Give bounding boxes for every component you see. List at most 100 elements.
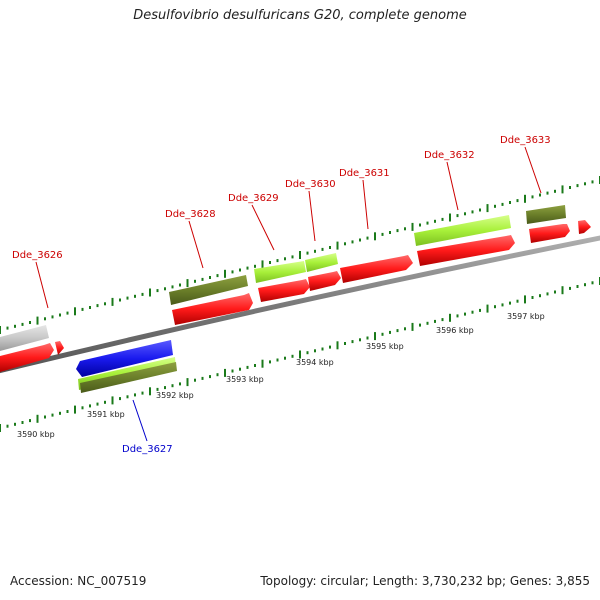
tick-minor — [471, 310, 474, 314]
gene-label-dde-3631[interactable]: Dde_3631 — [339, 168, 390, 179]
tick-minor — [104, 400, 106, 404]
tick-minor — [284, 356, 286, 360]
feature-track-outer — [0, 205, 566, 351]
gene-label-dde-3626[interactable]: Dde_3626 — [12, 250, 63, 261]
tick-minor — [359, 338, 361, 342]
tick-label: 3590 kbp — [17, 430, 55, 439]
tick-minor — [546, 191, 549, 195]
tick-minor — [516, 299, 519, 303]
tick-minor — [6, 424, 9, 428]
tick-minor — [509, 201, 511, 204]
tick-minor — [351, 340, 354, 344]
gene-label-dde-3632[interactable]: Dde_3632 — [424, 150, 475, 161]
gene-arrow-dde-3632[interactable] — [417, 235, 515, 266]
tick-label: 3593 kbp — [226, 375, 264, 384]
tick-major — [486, 304, 489, 313]
gene-label-dde-3630[interactable]: Dde_3630 — [285, 179, 336, 190]
tick-minor — [404, 227, 406, 231]
feature-block-grey-3626[interactable] — [0, 325, 49, 351]
leader-dde-3632 — [446, 161, 459, 211]
gene-arrow-dde-3626[interactable] — [0, 343, 54, 372]
tick-minor — [81, 406, 84, 410]
tick-major — [111, 297, 114, 306]
tick-minor — [201, 277, 204, 281]
leader-dde-3633 — [524, 146, 542, 194]
tick-minor — [44, 415, 46, 419]
tick-minor — [141, 391, 144, 395]
tick-minor — [291, 255, 294, 259]
tick-minor — [381, 332, 384, 336]
tick-minor — [201, 376, 204, 380]
tick-minor — [501, 202, 504, 206]
tick-minor — [246, 266, 249, 270]
tick-minor — [96, 304, 99, 308]
gene-arrow-dde-3627[interactable] — [76, 340, 173, 377]
gene-track-forward — [0, 220, 591, 372]
tick-major — [299, 251, 301, 259]
tick-minor — [89, 404, 91, 408]
tick-major — [261, 260, 264, 269]
tick-minor — [531, 195, 534, 199]
tick-major — [36, 316, 39, 325]
tick-label: 3597 kbp — [507, 312, 545, 321]
gene-arrow-dde-3628[interactable] — [172, 293, 253, 325]
tick-major — [36, 414, 39, 423]
leader-dde-3629 — [251, 204, 275, 251]
tick-minor — [576, 285, 579, 288]
tick-minor — [404, 327, 406, 331]
tick-minor — [269, 261, 271, 264]
tick-minor — [216, 274, 219, 278]
tick-minor — [119, 397, 121, 401]
tick-major — [374, 332, 376, 341]
feature-block-olive-3627[interactable] — [80, 362, 177, 393]
tick-minor — [479, 208, 481, 212]
tick-minor — [164, 287, 166, 291]
tick-minor — [126, 395, 129, 399]
feature-block-lime-3629[interactable] — [254, 261, 306, 283]
feature-block-olive-3633[interactable] — [526, 205, 566, 224]
tick-minor — [171, 285, 174, 289]
tick-minor — [464, 212, 466, 216]
gene-arrow-dde-3626-fragment[interactable] — [55, 341, 64, 355]
tick-major — [411, 322, 414, 331]
tick-major — [561, 185, 564, 194]
gene-label-dde-3633[interactable]: Dde_3633 — [500, 135, 551, 146]
tick-major — [486, 204, 489, 213]
tick-minor — [6, 326, 9, 330]
tick-minor — [434, 219, 436, 223]
tick-minor — [171, 384, 174, 388]
tick-minor — [209, 375, 211, 379]
tick-minor — [66, 311, 69, 315]
tick-minor — [381, 232, 384, 236]
gene-label-dde-3629[interactable]: Dde_3629 — [228, 193, 279, 204]
feature-block-lime-3632[interactable] — [414, 215, 511, 246]
tick-label: 3592 kbp — [156, 391, 194, 400]
tick-minor — [389, 231, 391, 234]
gene-label-dde-3628[interactable]: Dde_3628 — [165, 209, 216, 220]
tick-minor — [554, 290, 556, 294]
label-leader-lines — [35, 146, 542, 442]
tick-minor — [306, 351, 309, 355]
tick-minor — [366, 236, 369, 240]
tick-minor — [269, 360, 271, 364]
feature-block-lime-3630[interactable] — [305, 253, 338, 272]
gene-arrow-dde-3630[interactable] — [308, 271, 341, 291]
tick-minor — [306, 251, 309, 255]
tick-minor — [314, 349, 316, 353]
gene-arrow-dde-3631[interactable] — [340, 255, 413, 283]
gene-arrow-fragment-right[interactable] — [578, 220, 591, 234]
tick-minor — [471, 210, 474, 214]
gene-labels: Dde_3626 Dde_3627 Dde_3628 Dde_3629 Dde_… — [12, 135, 551, 455]
tick-minor — [591, 281, 594, 285]
gene-arrow-dde-3633[interactable] — [529, 224, 570, 243]
tick-minor — [194, 279, 196, 283]
tick-major — [149, 288, 151, 297]
tick-minor — [254, 264, 256, 268]
gene-arrow-dde-3629[interactable] — [258, 279, 310, 302]
tick-minor — [426, 221, 429, 225]
feature-block-olive-3628[interactable] — [169, 275, 248, 305]
gene-label-dde-3627[interactable]: Dde_3627 — [122, 444, 173, 455]
tick-minor — [89, 306, 91, 309]
tick-minor — [14, 324, 16, 328]
